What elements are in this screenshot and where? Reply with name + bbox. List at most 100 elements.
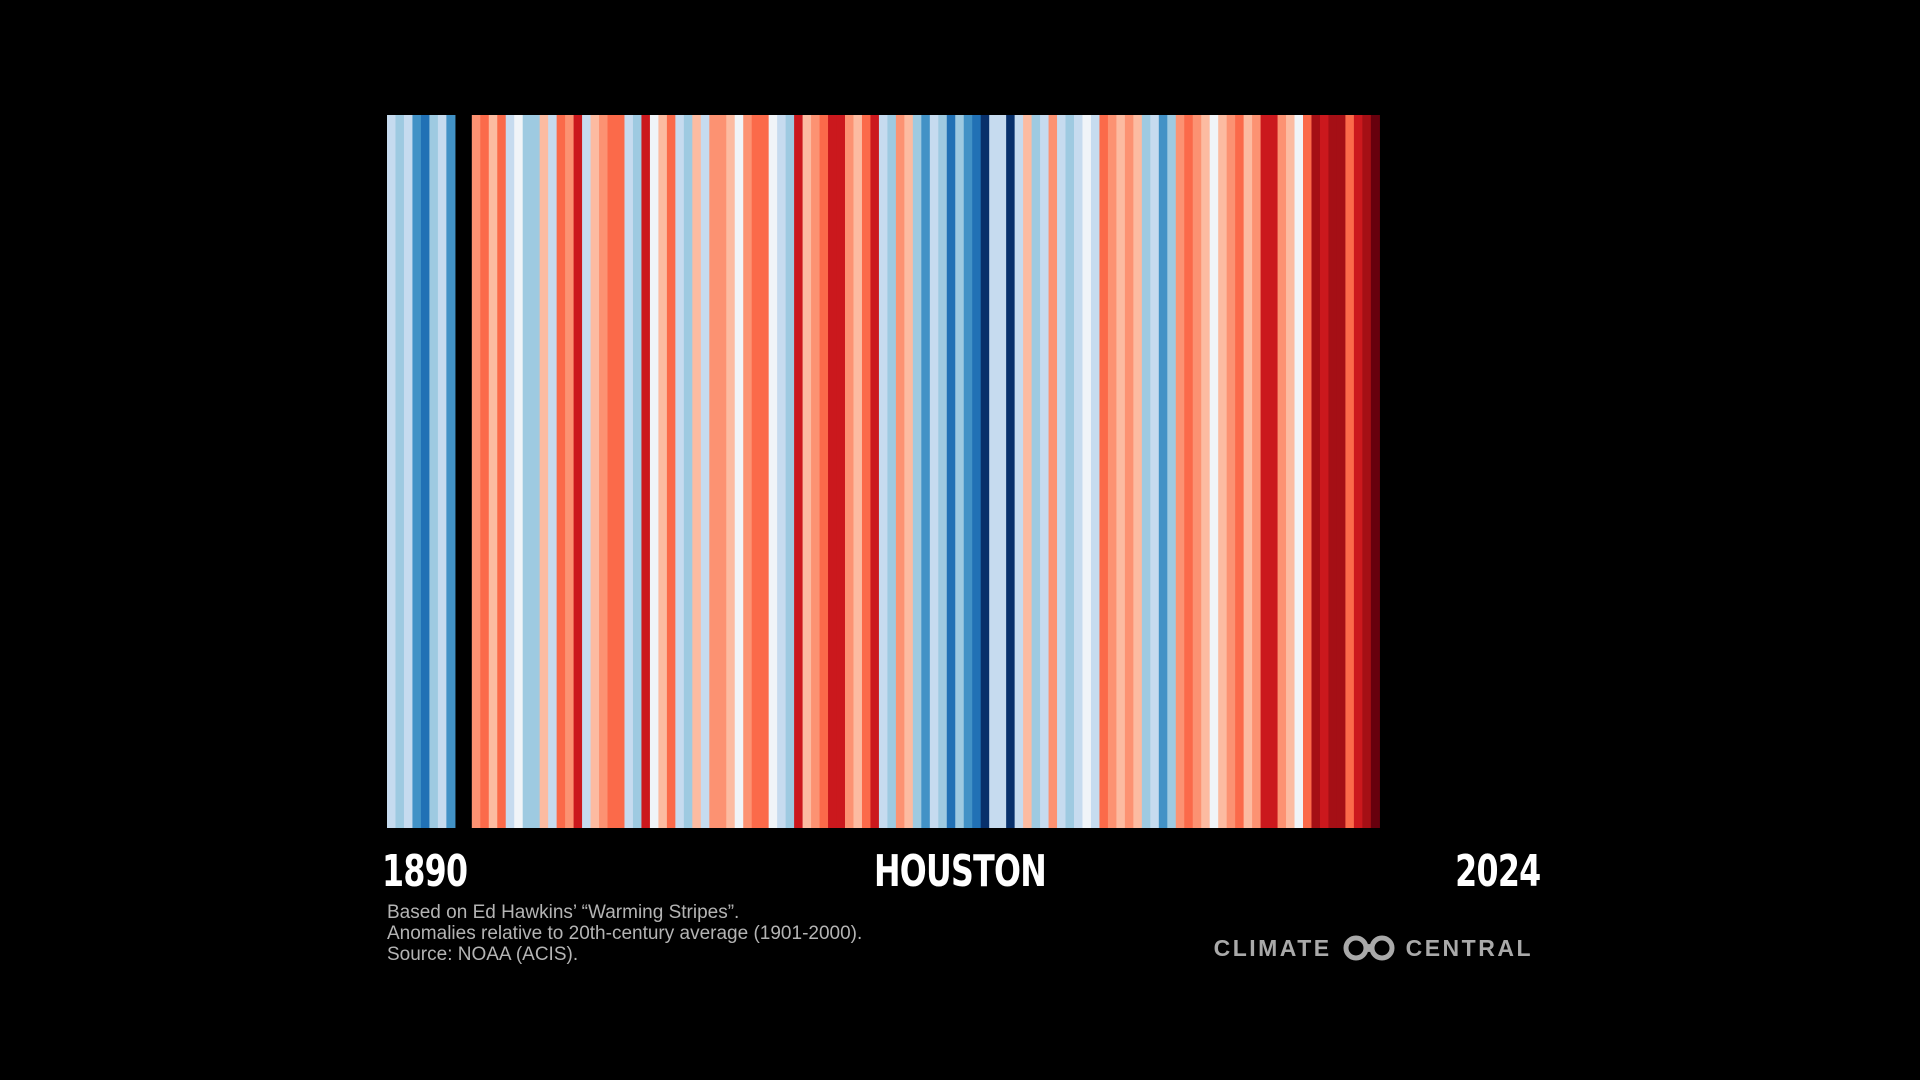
end-year-label: 2024 bbox=[1454, 846, 1541, 897]
note-line-3: Source: NOAA (ACIS). bbox=[387, 944, 579, 965]
stripe-1962 bbox=[997, 115, 1007, 828]
stripe-1971 bbox=[1074, 115, 1084, 828]
stripe-1983 bbox=[1175, 115, 1185, 828]
stripe-1952 bbox=[912, 115, 922, 828]
stripe-1950 bbox=[895, 115, 905, 828]
stripe-1895 bbox=[429, 115, 439, 828]
stripe-1945 bbox=[853, 115, 863, 828]
stripe-1910 bbox=[556, 115, 566, 828]
climate-central-logo-icon bbox=[1343, 935, 1395, 961]
stripe-1959 bbox=[972, 115, 982, 828]
stripe-1927 bbox=[700, 115, 710, 828]
stripe-1912 bbox=[573, 115, 583, 828]
stripe-1963 bbox=[1006, 115, 1016, 828]
stripe-1901 bbox=[480, 115, 490, 828]
stripe-1902 bbox=[488, 115, 498, 828]
stripe-2006 bbox=[1370, 115, 1380, 828]
stripe-1992 bbox=[1252, 115, 1262, 828]
stripe-1947 bbox=[870, 115, 880, 828]
stripe-1938 bbox=[794, 115, 804, 828]
city-title: HOUSTON bbox=[873, 846, 1047, 897]
stripe-1904 bbox=[505, 115, 515, 828]
stripe-1906 bbox=[522, 115, 532, 828]
stripe-1909 bbox=[548, 115, 558, 828]
stripe-1919 bbox=[632, 115, 643, 828]
stripe-1956 bbox=[946, 115, 956, 828]
stripe-1982 bbox=[1167, 115, 1177, 828]
stripe-1953 bbox=[921, 115, 931, 828]
stripe-1944 bbox=[845, 115, 855, 828]
stripe-1924 bbox=[675, 115, 685, 828]
stripe-1941 bbox=[819, 115, 829, 828]
stripe-1961 bbox=[989, 115, 999, 828]
stripe-1978 bbox=[1133, 115, 1143, 828]
stripe-1995 bbox=[1277, 115, 1287, 828]
stripe-1968 bbox=[1048, 115, 1058, 828]
stripe-1918 bbox=[624, 115, 634, 828]
stripe-1996 bbox=[1286, 115, 1296, 828]
stripe-1985 bbox=[1192, 115, 1202, 828]
stripe-1943 bbox=[836, 115, 846, 828]
stripe-1986 bbox=[1201, 115, 1211, 828]
stripe-1972 bbox=[1082, 115, 1092, 828]
stripe-1926 bbox=[692, 115, 702, 828]
stripe-1954 bbox=[929, 115, 939, 828]
stripe-1894 bbox=[420, 115, 431, 828]
stripe-1925 bbox=[683, 115, 693, 828]
stripe-1998 bbox=[1303, 115, 1313, 828]
stripe-1915 bbox=[599, 115, 609, 828]
note-line-2: Anomalies relative to 20th-century avera… bbox=[387, 923, 863, 944]
stripe-1907 bbox=[531, 115, 541, 828]
stripe-1923 bbox=[666, 115, 676, 828]
stripe-1981 bbox=[1158, 115, 1168, 828]
stripe-1900 bbox=[471, 115, 481, 828]
stripe-1897 bbox=[446, 115, 456, 828]
stripe-1973 bbox=[1090, 115, 1101, 828]
stripe-1994 bbox=[1269, 115, 1279, 828]
stripes-chart bbox=[387, 115, 1380, 828]
stripe-1989 bbox=[1226, 115, 1236, 828]
stripe-1951 bbox=[904, 115, 914, 828]
stripe-1905 bbox=[514, 115, 524, 828]
stripe-1964 bbox=[1014, 115, 1024, 828]
stripe-1957 bbox=[955, 115, 965, 828]
stripe-1916 bbox=[607, 115, 617, 828]
stripe-2001 bbox=[1328, 115, 1338, 828]
stripe-2005 bbox=[1362, 115, 1372, 828]
stripe-1958 bbox=[963, 115, 973, 828]
stripe-1969 bbox=[1057, 115, 1067, 828]
stripe-1933 bbox=[751, 115, 761, 828]
stripe-1928 bbox=[709, 115, 719, 828]
stripe-1903 bbox=[497, 115, 507, 828]
stripe-1929 bbox=[717, 115, 727, 828]
stripe-1896 bbox=[437, 115, 447, 828]
stripe-1917 bbox=[616, 115, 626, 828]
stripe-1922 bbox=[658, 115, 668, 828]
stripe-1936 bbox=[777, 115, 787, 828]
stripe-1935 bbox=[768, 115, 778, 828]
stripe-1932 bbox=[743, 115, 753, 828]
stripe-1920 bbox=[641, 115, 651, 828]
stripe-1980 bbox=[1150, 115, 1160, 828]
stripe-1999 bbox=[1311, 115, 1321, 828]
brand-word-climate: CLIMATE bbox=[1213, 934, 1332, 961]
stripe-1913 bbox=[582, 115, 592, 828]
stripe-2000 bbox=[1319, 115, 1330, 828]
stripe-1937 bbox=[785, 115, 795, 828]
stripe-1930 bbox=[726, 115, 736, 828]
stripe-1979 bbox=[1141, 115, 1151, 828]
stripe-2002 bbox=[1336, 115, 1347, 828]
brand-word-central: CENTRAL bbox=[1405, 934, 1533, 961]
stripe-1960 bbox=[980, 115, 990, 828]
stripe-1939 bbox=[802, 115, 812, 828]
stripe-1911 bbox=[565, 115, 575, 828]
stripe-1931 bbox=[734, 115, 744, 828]
stripe-1949 bbox=[887, 115, 897, 828]
stripe-1993 bbox=[1260, 115, 1270, 828]
stripe-1914 bbox=[590, 115, 600, 828]
climate-central-brand: CLIMATE CENTRAL bbox=[1214, 934, 1533, 962]
stripe-1967 bbox=[1040, 115, 1050, 828]
stripe-1988 bbox=[1218, 115, 1228, 828]
stripe-1977 bbox=[1124, 115, 1134, 828]
